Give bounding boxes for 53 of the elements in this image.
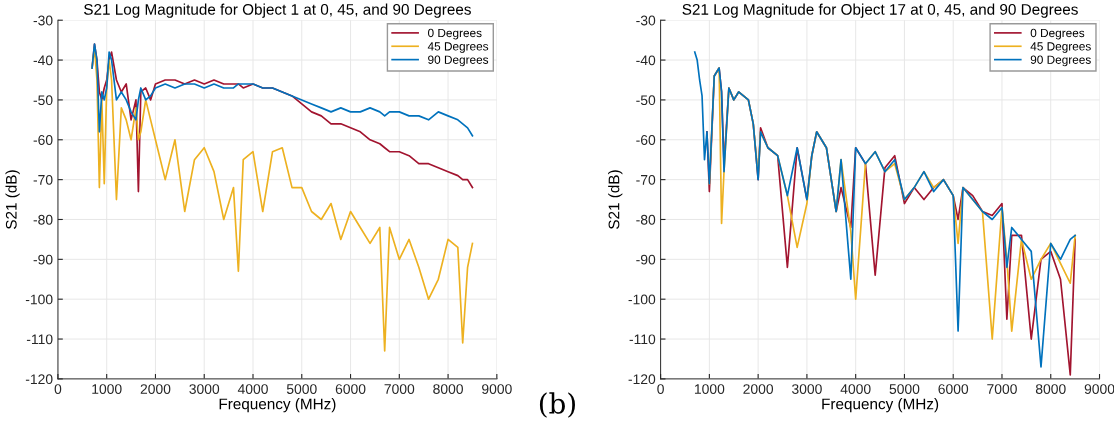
x-tick-label: 9000 (482, 384, 512, 394)
y-tick-label: -30 (33, 15, 53, 26)
y-axis-title: S21 (dB) (608, 170, 623, 229)
x-tick-label: 8000 (433, 384, 463, 394)
y-tick-label: -40 (636, 55, 656, 66)
x-tick-label: 3000 (791, 384, 822, 394)
x-tick-label: 6000 (938, 384, 969, 394)
y-tick-label: -110 (629, 334, 656, 345)
x-axis-title: Frequency (MHz) (822, 398, 939, 413)
legend-label: 0 Degrees (428, 28, 482, 40)
y-tick-label: -80 (636, 214, 656, 225)
legend-label: 90 Degrees (428, 55, 489, 67)
legend-label: 0 Degrees (1030, 28, 1085, 40)
y-tick-label: -100 (628, 294, 656, 305)
x-tick-label: 8000 (1035, 384, 1066, 394)
y-tick-label: -90 (636, 254, 656, 265)
chart-title: S21 Log Magnitude for Object 17 at 0, 45, and 90 Degrees (682, 3, 1078, 18)
x-tick-label: 1000 (92, 384, 122, 394)
chart-title: S21 Log Magnitude for Object 1 at 0, 45, and 90 Degrees (84, 3, 471, 18)
x-axis-title: Frequency (MHz) (219, 398, 336, 413)
y-tick-label: -50 (636, 95, 656, 106)
x-tick-label: 1000 (694, 384, 725, 394)
y-tick-label: -80 (33, 214, 53, 225)
legend-label: 45 Degrees (1030, 42, 1091, 53)
y-tick-label: -50 (33, 95, 53, 106)
y-tick-label: -40 (33, 55, 53, 66)
y-tick-label: -110 (26, 334, 53, 345)
x-tick-label: 9000 (1084, 384, 1114, 394)
x-tick-label: 5000 (286, 384, 317, 394)
y-tick-label: -60 (33, 135, 53, 145)
y-axis-title: S21 (dB) (5, 170, 20, 229)
y-tick-label: -30 (636, 15, 656, 26)
x-tick-label: 2000 (140, 384, 171, 394)
y-tick-label: -60 (636, 135, 656, 145)
legend-label: 90 Degrees (1030, 55, 1091, 67)
y-tick-label: -90 (33, 254, 53, 265)
legend-label: 45 Degrees (427, 42, 489, 53)
x-tick-label: 7000 (987, 384, 1017, 394)
y-tick-label: -120 (25, 374, 53, 385)
x-tick-label: 2000 (743, 384, 774, 394)
x-tick-label: 3000 (189, 384, 220, 394)
y-tick-label: -70 (33, 174, 53, 185)
y-tick-label: -120 (628, 374, 656, 385)
x-tick-label: 4000 (237, 384, 268, 394)
x-tick-label: 5000 (889, 384, 920, 394)
x-tick-label: 7000 (384, 384, 415, 394)
x-tick-label: 0 (657, 384, 664, 394)
x-tick-label: 0 (54, 384, 62, 394)
y-tick-label: -100 (25, 294, 53, 305)
y-tick-label: -70 (636, 174, 656, 185)
text: (b) (539, 392, 575, 418)
x-tick-label: 6000 (335, 384, 366, 394)
x-tick-label: 4000 (840, 384, 871, 394)
